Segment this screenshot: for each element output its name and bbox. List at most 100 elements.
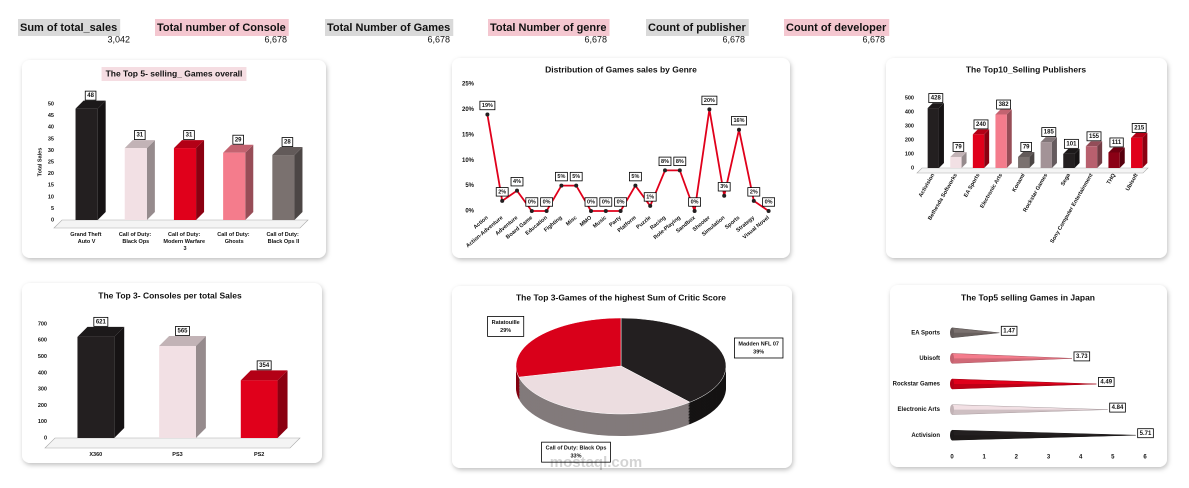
marker bbox=[529, 209, 534, 213]
data-label-box bbox=[540, 197, 553, 207]
data-label-box bbox=[1041, 127, 1057, 137]
bar-top bbox=[1108, 147, 1125, 153]
cone-shade bbox=[952, 358, 1072, 364]
kpi-value: 6,678 bbox=[722, 34, 745, 44]
bar-top bbox=[1018, 151, 1035, 157]
bar-top bbox=[159, 335, 206, 346]
marker bbox=[589, 209, 593, 213]
bar bbox=[972, 134, 985, 168]
data-label: 4.49 bbox=[1100, 380, 1112, 386]
pie-label-box bbox=[541, 441, 611, 463]
marker bbox=[603, 209, 608, 213]
data-label-box bbox=[256, 360, 272, 371]
y-tick-label: 200 bbox=[38, 403, 47, 409]
y-tick-label: 15 bbox=[48, 183, 54, 189]
chart-floor bbox=[53, 219, 309, 229]
pie-value-label: 39% bbox=[753, 349, 764, 355]
bar bbox=[950, 156, 962, 168]
y-tick-label: 0 bbox=[44, 435, 47, 441]
x-tick-label: 4 bbox=[1079, 455, 1083, 461]
data-label: 79 bbox=[955, 145, 962, 151]
bar-top bbox=[223, 144, 254, 153]
marker bbox=[559, 183, 564, 188]
x-tick-label: X360 bbox=[89, 452, 102, 458]
data-label: 0% bbox=[543, 199, 551, 205]
data-label: 28 bbox=[284, 140, 291, 146]
marker bbox=[515, 188, 519, 193]
data-label-box bbox=[1109, 402, 1126, 413]
data-label-box bbox=[183, 130, 195, 140]
bar-side bbox=[277, 370, 288, 438]
data-label-box bbox=[701, 95, 718, 106]
y-tick-label: 5 bbox=[51, 206, 54, 212]
kpi-label: Count of developer bbox=[786, 22, 887, 34]
data-label-box bbox=[93, 316, 109, 327]
data-label: 1.47 bbox=[1003, 328, 1015, 334]
data-label-box bbox=[1137, 428, 1154, 439]
data-label: 185 bbox=[1044, 130, 1055, 136]
bar bbox=[173, 148, 197, 220]
y-tick-label: 500 bbox=[905, 95, 914, 101]
cone-shade bbox=[952, 435, 1136, 441]
y-tick-label: 400 bbox=[38, 370, 47, 376]
data-label: 0% bbox=[602, 199, 610, 205]
kpi-background bbox=[18, 19, 121, 36]
y-tick-label: 30 bbox=[48, 148, 54, 154]
data-label-box bbox=[973, 119, 989, 130]
data-label: 3.73 bbox=[1076, 354, 1088, 360]
data-label: 19% bbox=[482, 103, 493, 109]
bar-side bbox=[245, 144, 254, 220]
data-label: 240 bbox=[976, 122, 987, 128]
data-label-box bbox=[952, 142, 965, 152]
y-tick-label: 100 bbox=[905, 151, 914, 157]
marker bbox=[692, 209, 697, 213]
bar-side bbox=[196, 140, 205, 220]
bar-side bbox=[1006, 109, 1012, 168]
data-label: 1% bbox=[646, 194, 654, 200]
bar-top bbox=[240, 370, 288, 381]
chart-title: The Top 3-Games of the highest Sum of Cr… bbox=[516, 292, 726, 302]
marker bbox=[618, 209, 623, 213]
y-tick-label: 50 bbox=[48, 101, 54, 107]
bar bbox=[124, 148, 147, 220]
kpi-label: Total number of Console bbox=[157, 22, 286, 34]
data-label: 5% bbox=[557, 174, 565, 180]
y-tick-label: 15% bbox=[462, 132, 475, 138]
bar bbox=[1018, 156, 1030, 168]
data-label: 5% bbox=[631, 174, 639, 180]
x-tick-label: 1 bbox=[982, 455, 986, 461]
data-label-box bbox=[584, 197, 598, 207]
data-label-box bbox=[1086, 131, 1102, 142]
bar bbox=[223, 152, 246, 220]
marker bbox=[737, 127, 741, 132]
y-tick-label: 100 bbox=[38, 419, 47, 425]
chart-panel bbox=[890, 285, 1167, 467]
y-axis-title: Total Sales bbox=[37, 148, 43, 177]
data-label: 2% bbox=[498, 189, 506, 195]
data-label-box bbox=[479, 100, 496, 111]
marker bbox=[633, 183, 638, 188]
bar bbox=[1085, 146, 1098, 168]
data-label-box bbox=[510, 177, 524, 187]
data-label: 8% bbox=[676, 159, 684, 165]
marker bbox=[663, 168, 667, 173]
data-label-box bbox=[281, 137, 294, 147]
data-label: 215 bbox=[1134, 125, 1145, 131]
bar-side bbox=[114, 326, 125, 438]
data-label-box bbox=[1073, 351, 1091, 362]
y-tick-label: 600 bbox=[38, 338, 47, 344]
y-tick-label: Electronic Arts bbox=[898, 407, 941, 413]
bar-side bbox=[1119, 147, 1125, 168]
bar-side bbox=[1097, 141, 1103, 168]
kpi-background bbox=[155, 19, 289, 36]
data-label: 20% bbox=[704, 98, 715, 104]
marker bbox=[707, 107, 712, 112]
bar-top bbox=[173, 140, 205, 149]
marker bbox=[722, 193, 727, 198]
data-label-box bbox=[762, 197, 775, 207]
data-label-box bbox=[599, 197, 613, 207]
bar-top bbox=[1131, 132, 1148, 138]
marker bbox=[485, 112, 490, 117]
data-label-box bbox=[996, 99, 1012, 110]
data-label: 354 bbox=[259, 363, 270, 369]
